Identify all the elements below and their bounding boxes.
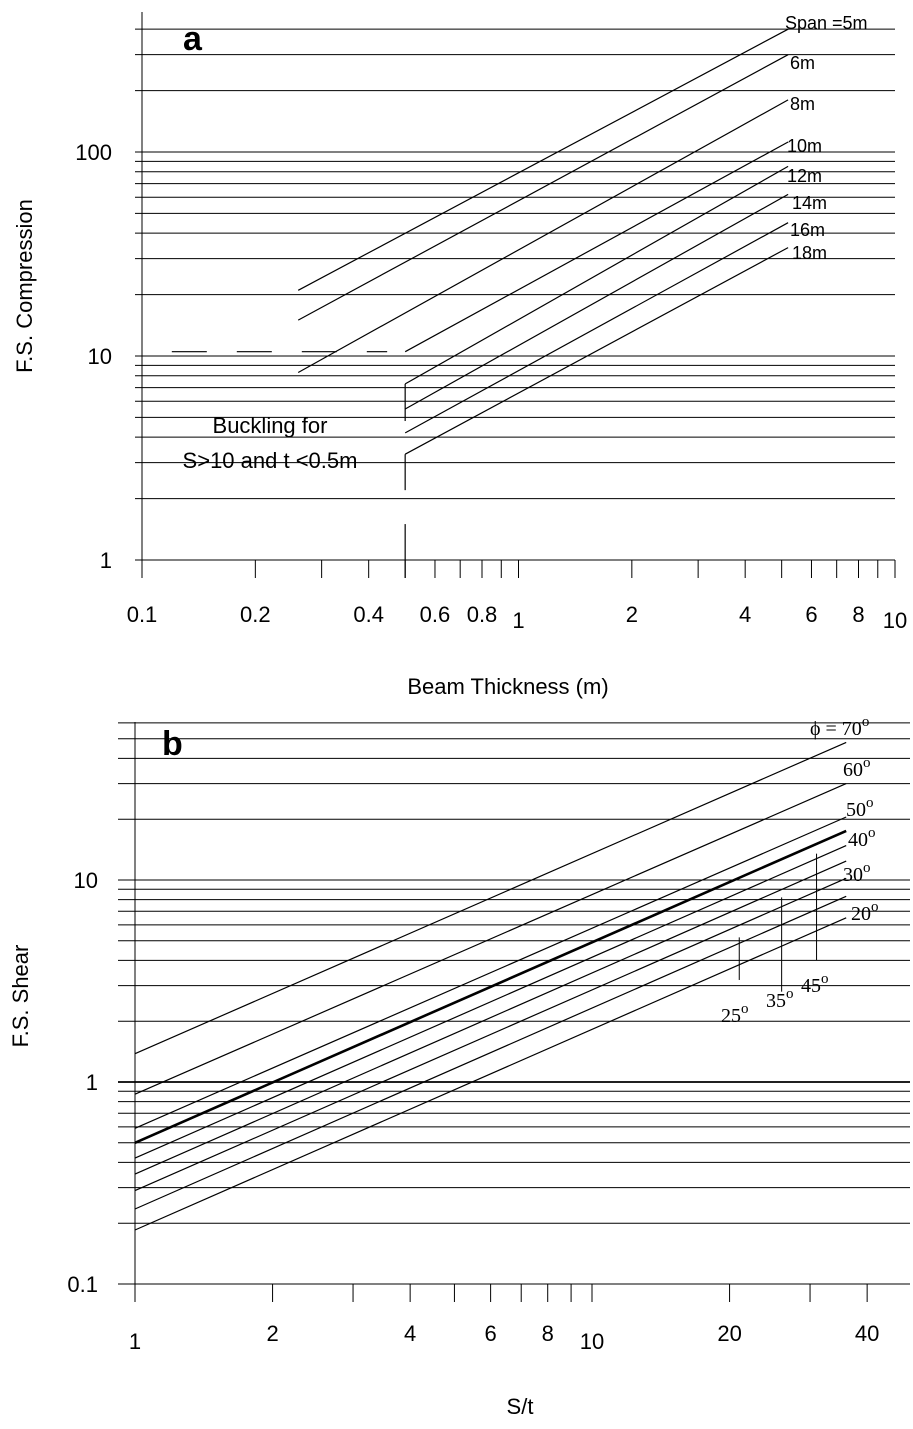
series-label-value: 20	[851, 903, 871, 925]
degree-symbol: o	[786, 986, 794, 1002]
series-label: Span =5m	[785, 13, 868, 33]
degree-symbol: o	[863, 860, 871, 876]
series-label-phi-50: 50o	[846, 795, 874, 821]
series-label-value: 50	[846, 799, 866, 821]
degree-symbol: o	[863, 755, 871, 771]
pointer-label-phi-25: 25o	[721, 1001, 749, 1027]
x-tick-label-a: 10	[883, 608, 907, 633]
x-tick-label-a: 0.4	[353, 602, 384, 627]
series-label-value: ϕ = 70	[810, 718, 862, 740]
x-tick-label-b: 4	[404, 1321, 416, 1346]
pointer-label-phi-45: 45o	[801, 971, 829, 997]
x-tick-label-a: 0.6	[420, 602, 451, 627]
series-label-phi-70: ϕ = 70o	[810, 714, 869, 740]
x-tick-label-b: 40	[855, 1321, 879, 1346]
degree-symbol: o	[821, 971, 829, 987]
series-label-phi-60: 60o	[843, 755, 871, 781]
x-tick-label-b: 10	[580, 1329, 604, 1354]
degree-symbol: o	[871, 899, 879, 915]
degree-symbol: o	[741, 1001, 749, 1017]
x-tick-label-b: 6	[484, 1321, 496, 1346]
y-tick-label-b: 0.1	[67, 1272, 98, 1297]
series-line-phi-50	[134, 816, 847, 1129]
x-tick-label-a: 2	[626, 602, 638, 627]
series-label-phi-20: 20o	[851, 899, 879, 925]
series-label: 14m	[792, 193, 827, 213]
x-tick-label-b: 8	[542, 1321, 554, 1346]
series-line-12m	[404, 165, 789, 385]
x-tick-label-a: 8	[852, 602, 864, 627]
series-line-phi-25	[134, 895, 847, 1210]
series-line-phi-60	[134, 783, 847, 1095]
x-tick-label-a: 0.2	[240, 602, 271, 627]
series-label-value: 30	[843, 864, 863, 886]
series-label-phi-40: 40o	[848, 825, 876, 851]
x-tick-label-a: 0.8	[467, 602, 498, 627]
pointer-label-value: 45	[801, 975, 821, 997]
x-tick-label-a: 4	[739, 602, 751, 627]
series-line-6m	[297, 54, 789, 321]
series-line-phi-45	[134, 829, 847, 1144]
series-label: 12m	[787, 166, 822, 186]
series-line-phi-35	[134, 860, 847, 1175]
x-tick-label-a: 6	[805, 602, 817, 627]
series-label: 8m	[790, 94, 815, 114]
panel-letter-a: a	[183, 20, 203, 58]
series-label-value: 40	[848, 829, 868, 851]
x-tick-label-b: 1	[129, 1329, 141, 1354]
x-tick-label-b: 2	[266, 1321, 278, 1346]
series-label: 10m	[787, 136, 822, 156]
x-tick-label-a: 1	[512, 608, 524, 633]
series-line-span5m	[297, 28, 789, 291]
x-tick-label-a: 0.1	[127, 602, 158, 627]
panel-letter-b: b	[162, 725, 183, 763]
x-axis-title-b: S/t	[507, 1394, 534, 1419]
y-tick-label-a: 1	[100, 548, 112, 573]
buckling-annotation: S>10 and t <0.5m	[183, 448, 358, 473]
y-tick-label-a: 10	[88, 344, 112, 369]
y-tick-label-a: 100	[75, 140, 112, 165]
y-tick-label-b: 10	[74, 868, 98, 893]
series-label: 18m	[792, 243, 827, 263]
series-line-phi-20	[134, 917, 847, 1231]
series-label: 16m	[790, 220, 825, 240]
series-line-phi-30	[134, 877, 847, 1192]
pointer-label-value: 35	[766, 990, 786, 1012]
series-label-phi-30: 30o	[843, 860, 871, 886]
series-line-18m	[404, 247, 789, 455]
buckling-annotation: Buckling for	[213, 413, 328, 438]
y-axis-title-b: F.S. Shear	[8, 945, 33, 1048]
series-label-value: 60	[843, 759, 863, 781]
degree-symbol: o	[866, 795, 874, 811]
series-line-8m	[297, 99, 789, 374]
series-line-10m	[404, 141, 789, 353]
pointer-label-value: 25	[721, 1005, 741, 1027]
x-axis-title-a: Beam Thickness (m)	[407, 674, 608, 699]
chart-panel-a: 0.1 0.2 0.4 0.6 0.8 1 2 4 6 8 10 1 10 100 Beam Thickne…	[12, 12, 907, 699]
x-tick-label-b: 20	[717, 1321, 741, 1346]
y-axis-title-a: F.S. Compression	[12, 199, 37, 373]
series-line-phi-70	[134, 741, 847, 1055]
y-tick-label-b: 1	[86, 1070, 98, 1095]
series-line-14m	[404, 193, 789, 410]
series-line-16m	[404, 222, 789, 434]
degree-symbol: o	[868, 825, 876, 841]
series-label: 6m	[790, 53, 815, 73]
pointer-label-phi-35: 35o	[766, 986, 794, 1012]
series-line-phi-40	[134, 845, 847, 1159]
degree-symbol: o	[862, 714, 870, 730]
